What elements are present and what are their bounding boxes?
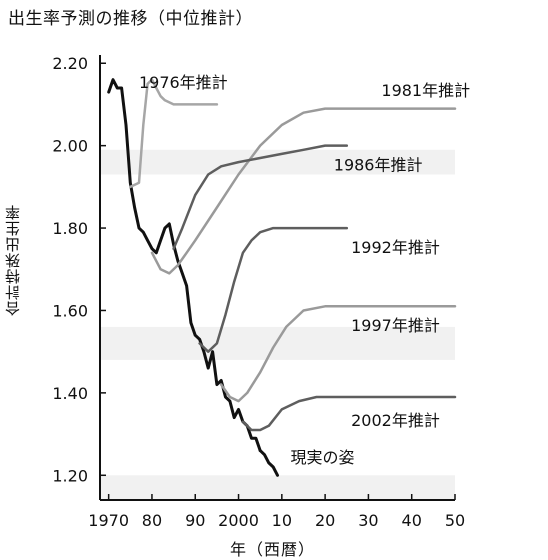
series-annotation: 現実の姿 [290,448,354,467]
series-annotation: 2002年推計 [351,411,440,430]
series-layer [107,78,457,477]
series-annotation: 1997年推計 [351,316,440,335]
x-tick-label: 30 [358,511,378,530]
series-line-4 [172,144,349,250]
series-line-2 [129,78,219,189]
x-tick-label: 2000 [218,511,259,530]
x-tick-label: 90 [185,511,205,530]
y-tick-label: 1.40 [52,384,88,403]
x-tick-label: 80 [142,511,162,530]
x-tick-label: 10 [272,511,292,530]
x-tick-label: 50 [445,511,465,530]
series-annotation: 1976年推計 [139,73,228,92]
series-line-1 [258,449,279,477]
y-tick-label: 1.80 [52,219,88,238]
series-annotation: 1992年推計 [351,238,440,257]
y-tick-label: 1.20 [52,466,88,485]
series-line-5 [198,226,349,353]
y-tick-label: 2.00 [52,137,88,156]
x-axis-label: 年（西暦） [230,540,316,559]
background-band [100,475,455,500]
series-annotation: 1986年推計 [334,155,423,174]
chart-title: 出生率予測の推移（中位推計） [8,9,253,29]
x-tick-label: 40 [402,511,422,530]
x-tick-label: 20 [315,511,335,530]
axes: 1.20 1.40 1.60 1.80 2.00 2.20 1970 80 90 2000 10 20… [52,54,465,530]
annotations: 1976年推計 1981年推計 1986年推計 1992年推計 1997年推計 2002年… [139,73,470,467]
y-tick-label: 2.20 [52,54,88,73]
y-tick-label: 1.60 [52,301,88,320]
series-line-6 [219,305,457,403]
background-band [100,326,455,360]
background-bands [100,149,455,500]
series-line-0 [107,78,262,453]
series-annotation: 1981年推計 [381,81,470,100]
x-tick-label: 1970 [88,511,129,530]
series-line-7 [241,395,457,432]
